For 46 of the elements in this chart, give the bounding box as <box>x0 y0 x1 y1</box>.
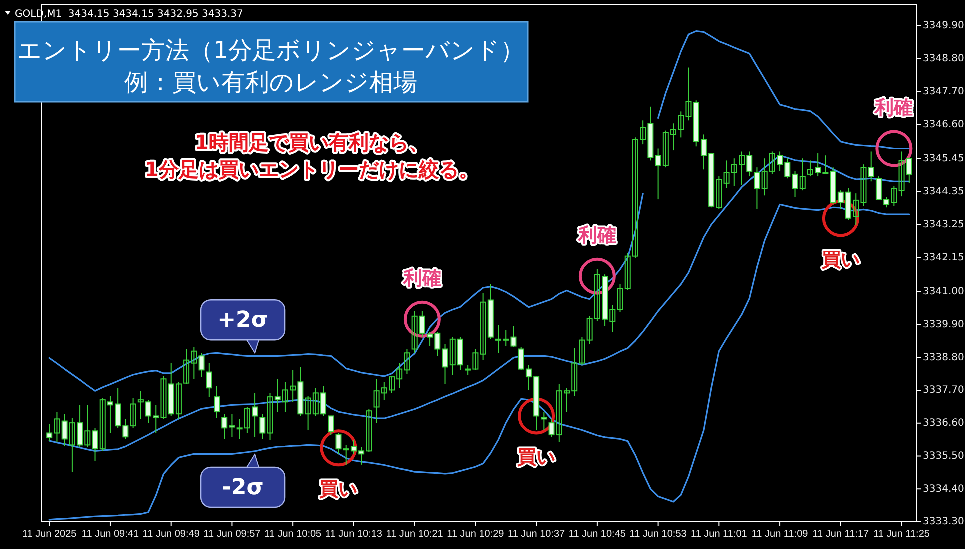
x-tick-label: 11 Jun 10:29 <box>447 529 505 540</box>
x-tick-label: 11 Jun 11:25 <box>874 529 930 540</box>
y-tick-label: 3339.90 <box>923 319 964 330</box>
candlestick <box>754 167 760 210</box>
candlestick <box>206 362 212 398</box>
x-tick-label: 11 Jun 10:05 <box>264 529 322 540</box>
y-tick-label: 3342.15 <box>923 252 964 264</box>
y-tick-label: 3349.90 <box>923 20 964 32</box>
x-tick-label: 11 Jun 10:21 <box>386 529 444 540</box>
y-tick-label: 3344.35 <box>923 186 964 198</box>
y-tick-label: 3333.30 <box>923 516 964 528</box>
x-tick-label: 11 Jun 10:53 <box>630 529 688 540</box>
x-tick-label: 11 Jun 10:37 <box>508 529 566 540</box>
candlestick <box>214 386 220 418</box>
candlestick <box>336 432 342 455</box>
x-tick-label: 11 Jun 11:01 <box>691 529 748 540</box>
candlestick <box>130 398 136 429</box>
y-tick-label: 3334.40 <box>923 484 964 495</box>
y-tick-label: 3347.70 <box>923 86 964 98</box>
title-box: エントリー方法（1分足ボリンジャーバンド） 例：買い有利のレンジ相場 <box>14 21 529 103</box>
y-tick-label: 3337.70 <box>923 385 964 396</box>
annotation: 1時間足で買い有利なら、 <box>195 130 429 154</box>
candlestick <box>260 414 266 440</box>
x-tick-label: 11 Jun 09:49 <box>142 529 200 540</box>
candlestick <box>541 412 548 431</box>
y-tick-label: 3336.60 <box>923 418 964 430</box>
x-tick-label: 11 Jun 11:17 <box>812 529 870 540</box>
y-tick-label: 3338.80 <box>923 352 964 364</box>
series-label: +2σ <box>218 308 268 334</box>
y-tick-label: 3341.00 <box>923 286 964 298</box>
candlestick <box>328 416 334 436</box>
annotation: 1分足は買いエントリーだけに絞る。 <box>145 157 479 182</box>
series-label: -2σ <box>222 475 264 500</box>
x-tick-label: 11 Jun 2025 <box>22 529 78 540</box>
y-tick-label: 3335.50 <box>923 450 964 462</box>
x-tick-label: 11 Jun 09:41 <box>82 529 140 540</box>
x-tick-label: 11 Jun 09:57 <box>204 529 262 540</box>
x-tick-label: 11 Jun 10:45 <box>568 529 626 540</box>
y-tick-label: 3348.80 <box>923 54 964 65</box>
y-tick-label: 3345.45 <box>923 154 964 165</box>
y-tick-label: 3343.25 <box>923 219 964 230</box>
x-tick-label: 11 Jun 10:13 <box>325 529 383 540</box>
candlestick <box>868 151 874 182</box>
candlestick <box>198 352 205 378</box>
x-tick-label: 11 Jun 11:09 <box>752 529 809 540</box>
y-tick-label: 3346.60 <box>923 119 964 130</box>
